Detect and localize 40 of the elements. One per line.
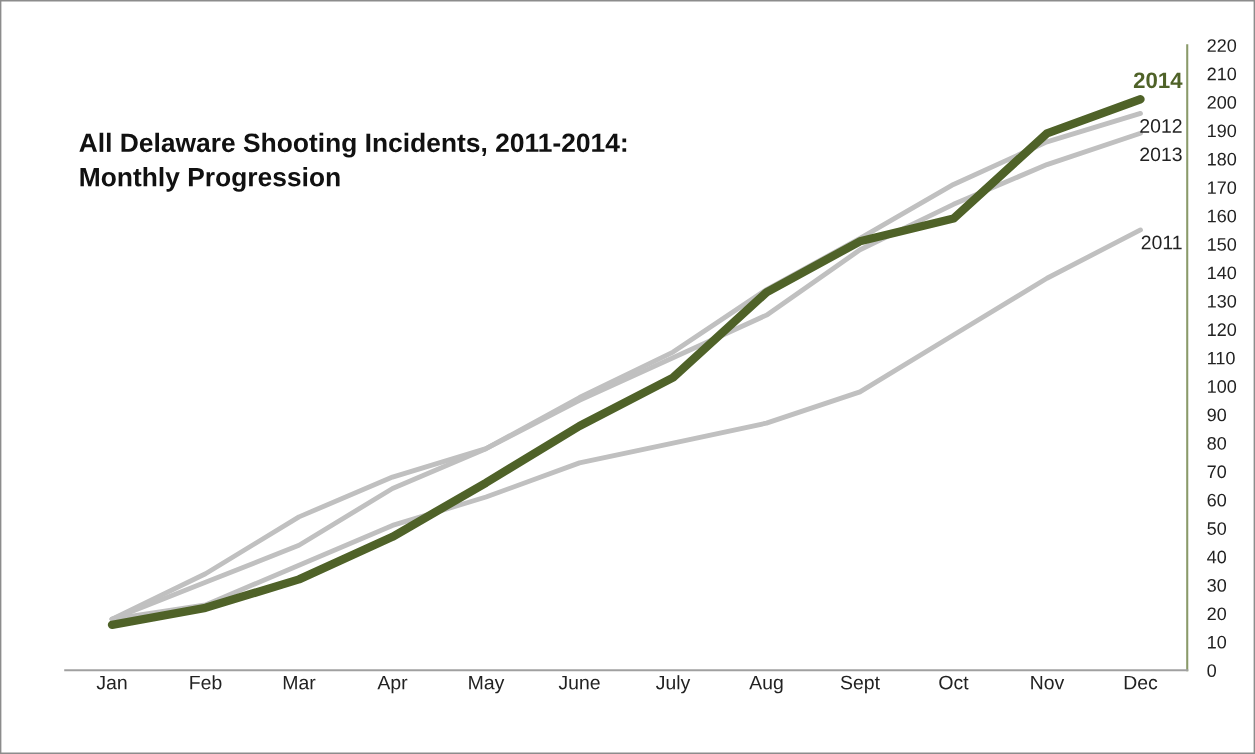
x-tick-label: Nov [1031, 675, 1065, 690]
y-tick-label: 30 [1207, 579, 1227, 592]
y-tick-label: 60 [1207, 493, 1227, 507]
y-tick-label: 220 [1207, 39, 1237, 52]
x-tick-label: Jan [96, 675, 127, 690]
series-label: 2013 [1140, 147, 1182, 162]
y-tick-label: 190 [1208, 124, 1237, 138]
y-tick-label: 50 [1207, 522, 1227, 535]
x-tick-label: Aug [749, 675, 783, 694]
y-tick-label: 110 [1208, 351, 1235, 365]
x-tick-label: May [469, 675, 505, 694]
x-tick-label: Sept [840, 675, 880, 694]
x-tick-label: June [558, 675, 600, 690]
series-label: 2014 [1133, 72, 1183, 89]
y-tick-label: 160 [1208, 209, 1237, 223]
y-tick-label: 130 [1208, 294, 1237, 308]
y-tick-label: 20 [1207, 607, 1227, 621]
y-tick-label: 150 [1208, 238, 1237, 251]
y-tick-label: 0 [1207, 664, 1217, 678]
y-tick-label: 10 [1208, 635, 1227, 649]
y-tick-label: 170 [1208, 181, 1237, 195]
x-tick-label: Oct [939, 675, 969, 690]
x-tick-label: Dec [1124, 675, 1158, 690]
y-tick-label: 120 [1208, 323, 1237, 337]
y-tick-label: 40 [1207, 550, 1227, 564]
y-tick-label: 180 [1208, 152, 1237, 166]
x-tick-label: July [656, 675, 691, 694]
y-tick-label: 140 [1208, 266, 1237, 280]
x-tick-label: Feb [190, 675, 222, 690]
y-tick-label: 70 [1207, 465, 1227, 479]
y-tick-label: 100 [1208, 380, 1237, 393]
y-tick-label: 210 [1207, 67, 1237, 81]
series-label: 2012 [1140, 119, 1182, 133]
x-tick-label: Apr [377, 675, 408, 694]
x-tick-label: Mar [283, 675, 316, 690]
series-label: 2011 [1141, 235, 1182, 250]
y-tick-label: 90 [1207, 408, 1227, 422]
y-tick-label: 200 [1207, 96, 1237, 109]
y-tick-label: 80 [1207, 436, 1227, 450]
text: All Delaware Shooting Incidents, 2011-2014: Monthly Progression [79, 132, 627, 192]
